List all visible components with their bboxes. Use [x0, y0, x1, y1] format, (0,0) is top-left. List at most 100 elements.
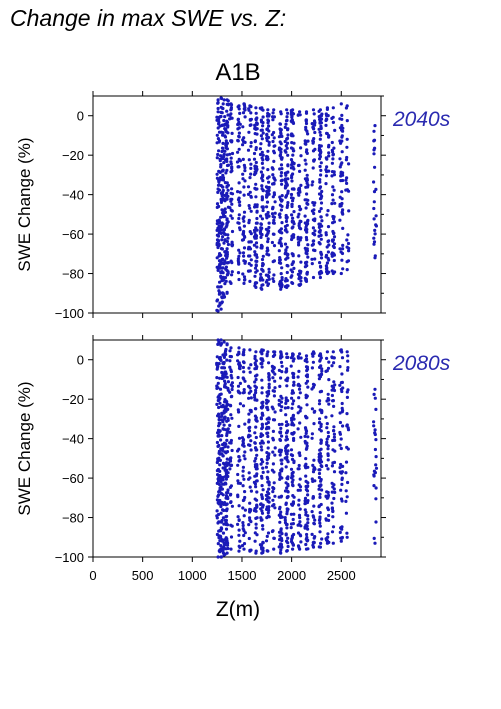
data-point — [341, 464, 345, 468]
data-point — [318, 352, 322, 356]
data-point — [320, 369, 324, 373]
data-point — [225, 433, 229, 438]
data-point — [303, 221, 307, 225]
data-point — [261, 460, 265, 464]
data-point — [278, 430, 282, 434]
y-tick-label: −20 — [62, 392, 84, 407]
data-point — [243, 235, 247, 239]
data-point — [290, 179, 294, 183]
data-point — [228, 349, 232, 353]
data-point — [237, 447, 241, 451]
data-point — [255, 122, 259, 126]
data-point — [254, 388, 258, 392]
data-point — [230, 394, 234, 398]
data-point — [225, 358, 229, 362]
data-point — [272, 130, 276, 135]
data-point — [264, 227, 268, 231]
data-point — [299, 260, 303, 264]
data-point — [372, 129, 376, 133]
data-point — [318, 545, 322, 549]
data-point — [265, 138, 269, 143]
data-point — [310, 532, 314, 537]
y-tick-label: −100 — [55, 306, 84, 321]
data-point — [238, 111, 242, 115]
data-point — [324, 118, 328, 123]
data-point — [372, 152, 376, 156]
data-point — [277, 368, 281, 372]
data-point — [340, 210, 344, 214]
data-point — [320, 224, 324, 228]
data-point — [332, 380, 336, 384]
data-point — [241, 506, 245, 510]
data-point — [226, 488, 230, 492]
data-point — [249, 111, 253, 115]
data-point — [237, 544, 241, 548]
data-point — [318, 484, 322, 488]
data-point — [319, 237, 323, 241]
data-point — [216, 190, 220, 194]
data-point — [339, 348, 343, 352]
data-point — [311, 275, 316, 280]
data-point — [345, 412, 349, 416]
data-point — [304, 279, 309, 283]
data-point — [229, 170, 233, 174]
data-point — [241, 474, 245, 478]
data-point — [218, 396, 222, 400]
data-point — [249, 172, 253, 176]
data-point — [327, 143, 331, 147]
data-point — [236, 190, 240, 194]
data-point — [249, 396, 253, 400]
data-point — [246, 148, 251, 152]
data-point — [266, 149, 270, 153]
data-point — [265, 534, 269, 539]
data-point — [225, 157, 229, 161]
data-point — [267, 140, 271, 144]
data-point — [279, 408, 283, 412]
data-point — [237, 390, 241, 394]
data-point — [223, 260, 227, 264]
data-point — [253, 266, 258, 270]
data-point — [228, 403, 233, 407]
data-point — [266, 549, 270, 553]
data-point — [242, 477, 246, 481]
data-point — [304, 466, 308, 470]
data-point — [243, 278, 247, 282]
data-point — [229, 535, 234, 539]
data-point — [236, 259, 240, 263]
data-point — [290, 115, 294, 119]
data-point — [254, 516, 258, 521]
data-point — [243, 450, 247, 454]
data-point — [291, 216, 295, 220]
data-point — [286, 111, 290, 115]
data-point — [254, 111, 258, 115]
data-point — [338, 411, 342, 415]
data-point — [219, 392, 223, 396]
data-point — [306, 255, 310, 259]
data-point — [305, 535, 309, 540]
data-point — [318, 130, 322, 134]
data-point — [260, 493, 264, 497]
data-point — [305, 485, 309, 489]
data-point — [296, 488, 300, 492]
data-point — [225, 254, 229, 258]
data-point — [325, 541, 329, 545]
data-point — [304, 235, 308, 240]
data-point — [313, 409, 317, 413]
data-point — [236, 384, 241, 388]
data-point — [372, 392, 376, 396]
data-point — [229, 547, 233, 551]
data-point — [325, 106, 329, 110]
data-point — [339, 497, 344, 501]
data-point — [291, 199, 295, 203]
data-point — [241, 232, 245, 236]
data-point — [372, 536, 376, 541]
data-point — [345, 350, 349, 354]
data-point — [266, 119, 271, 123]
data-point — [223, 115, 227, 119]
data-point — [311, 139, 315, 143]
data-point — [326, 209, 330, 213]
data-point — [325, 442, 329, 446]
data-point — [273, 386, 277, 390]
data-point — [291, 172, 295, 176]
data-point — [338, 117, 342, 121]
